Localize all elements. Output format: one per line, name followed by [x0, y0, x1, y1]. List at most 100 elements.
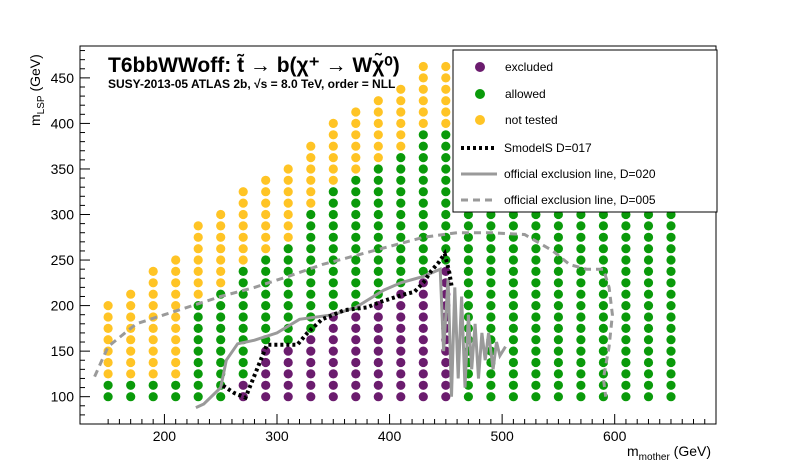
point-allowed	[508, 289, 518, 299]
point-allowed	[373, 175, 383, 185]
point-not-tested	[261, 244, 271, 254]
point-not-tested	[373, 153, 383, 163]
point-allowed	[418, 244, 428, 254]
point-not-tested	[148, 357, 158, 368]
point-allowed	[508, 357, 518, 368]
point-allowed	[463, 255, 473, 265]
point-not-tested	[261, 187, 271, 197]
point-excluded	[396, 369, 406, 379]
point-allowed	[283, 289, 293, 299]
point-allowed	[373, 187, 383, 197]
point-not-tested	[441, 73, 451, 83]
point-not-tested	[396, 107, 406, 117]
point-excluded	[283, 369, 293, 379]
point-allowed	[576, 266, 586, 276]
point-not-tested	[238, 209, 248, 220]
point-not-tested	[351, 130, 361, 140]
point-allowed	[531, 357, 541, 368]
point-allowed	[441, 209, 451, 220]
point-not-tested	[441, 84, 451, 94]
point-excluded	[441, 357, 451, 368]
point-allowed	[328, 244, 338, 254]
point-allowed	[531, 278, 541, 288]
y-tick-label: 300	[51, 207, 75, 223]
point-not-tested	[171, 312, 181, 322]
point-allowed	[463, 232, 473, 242]
point-allowed	[576, 301, 586, 311]
point-allowed	[283, 255, 293, 265]
point-allowed	[418, 255, 428, 265]
point-allowed	[418, 153, 428, 163]
point-excluded	[418, 301, 428, 311]
point-allowed	[598, 335, 609, 345]
point-allowed	[238, 312, 248, 322]
point-allowed	[531, 244, 541, 254]
point-allowed	[351, 187, 361, 197]
point-allowed	[486, 255, 496, 265]
point-allowed	[598, 255, 609, 265]
point-not-tested	[171, 335, 181, 345]
point-allowed	[261, 301, 271, 311]
point-allowed	[171, 392, 181, 402]
point-not-tested	[193, 266, 203, 276]
point-allowed	[553, 323, 564, 333]
point-allowed	[396, 255, 406, 265]
point-allowed	[396, 198, 406, 208]
point-excluded	[351, 346, 361, 356]
point-allowed	[328, 232, 338, 242]
point-allowed	[351, 198, 361, 208]
point-not-tested	[193, 278, 203, 288]
point-allowed	[643, 380, 654, 390]
point-allowed	[598, 244, 609, 254]
point-allowed	[643, 301, 654, 311]
point-allowed	[508, 244, 518, 254]
point-not-tested	[148, 278, 158, 288]
point-allowed	[103, 380, 113, 390]
point-allowed	[486, 244, 496, 254]
point-allowed	[666, 221, 676, 231]
point-allowed	[306, 278, 316, 288]
point-allowed	[216, 335, 226, 345]
point-excluded	[283, 392, 293, 402]
point-allowed	[486, 323, 496, 333]
point-allowed	[306, 301, 316, 311]
point-allowed	[508, 278, 518, 288]
point-allowed	[598, 323, 609, 333]
point-not-tested	[216, 278, 226, 288]
point-allowed	[486, 392, 496, 402]
point-allowed	[486, 221, 496, 231]
point-allowed	[643, 221, 654, 231]
point-allowed	[666, 255, 676, 265]
point-excluded	[261, 369, 271, 379]
point-allowed	[396, 266, 406, 276]
y-tick-label: 100	[51, 389, 75, 405]
point-allowed	[666, 312, 676, 322]
point-allowed	[666, 369, 676, 379]
point-allowed	[261, 266, 271, 276]
point-allowed	[531, 346, 541, 356]
point-allowed	[463, 392, 473, 402]
point-allowed	[621, 221, 631, 231]
point-allowed	[553, 278, 564, 288]
point-excluded	[373, 369, 383, 379]
point-allowed	[238, 278, 248, 288]
point-not-tested	[396, 141, 406, 151]
point-allowed	[643, 255, 654, 265]
chart-title: T6bbWWoff: t̃ → b(χ⁺ → Wχ̃⁰)	[108, 53, 400, 77]
point-excluded	[373, 312, 383, 322]
point-allowed	[531, 335, 541, 345]
point-allowed	[373, 232, 383, 242]
point-not-tested	[148, 266, 158, 276]
point-not-tested	[351, 153, 361, 163]
point-excluded	[306, 346, 316, 356]
point-allowed	[261, 255, 271, 265]
point-not-tested	[328, 175, 338, 185]
point-not-tested	[306, 187, 316, 197]
point-not-tested	[103, 301, 113, 311]
point-excluded	[306, 380, 316, 390]
point-allowed	[643, 266, 654, 276]
point-allowed	[643, 392, 654, 402]
point-not-tested	[126, 357, 136, 368]
point-not-tested	[216, 232, 226, 242]
point-not-tested	[126, 369, 136, 379]
